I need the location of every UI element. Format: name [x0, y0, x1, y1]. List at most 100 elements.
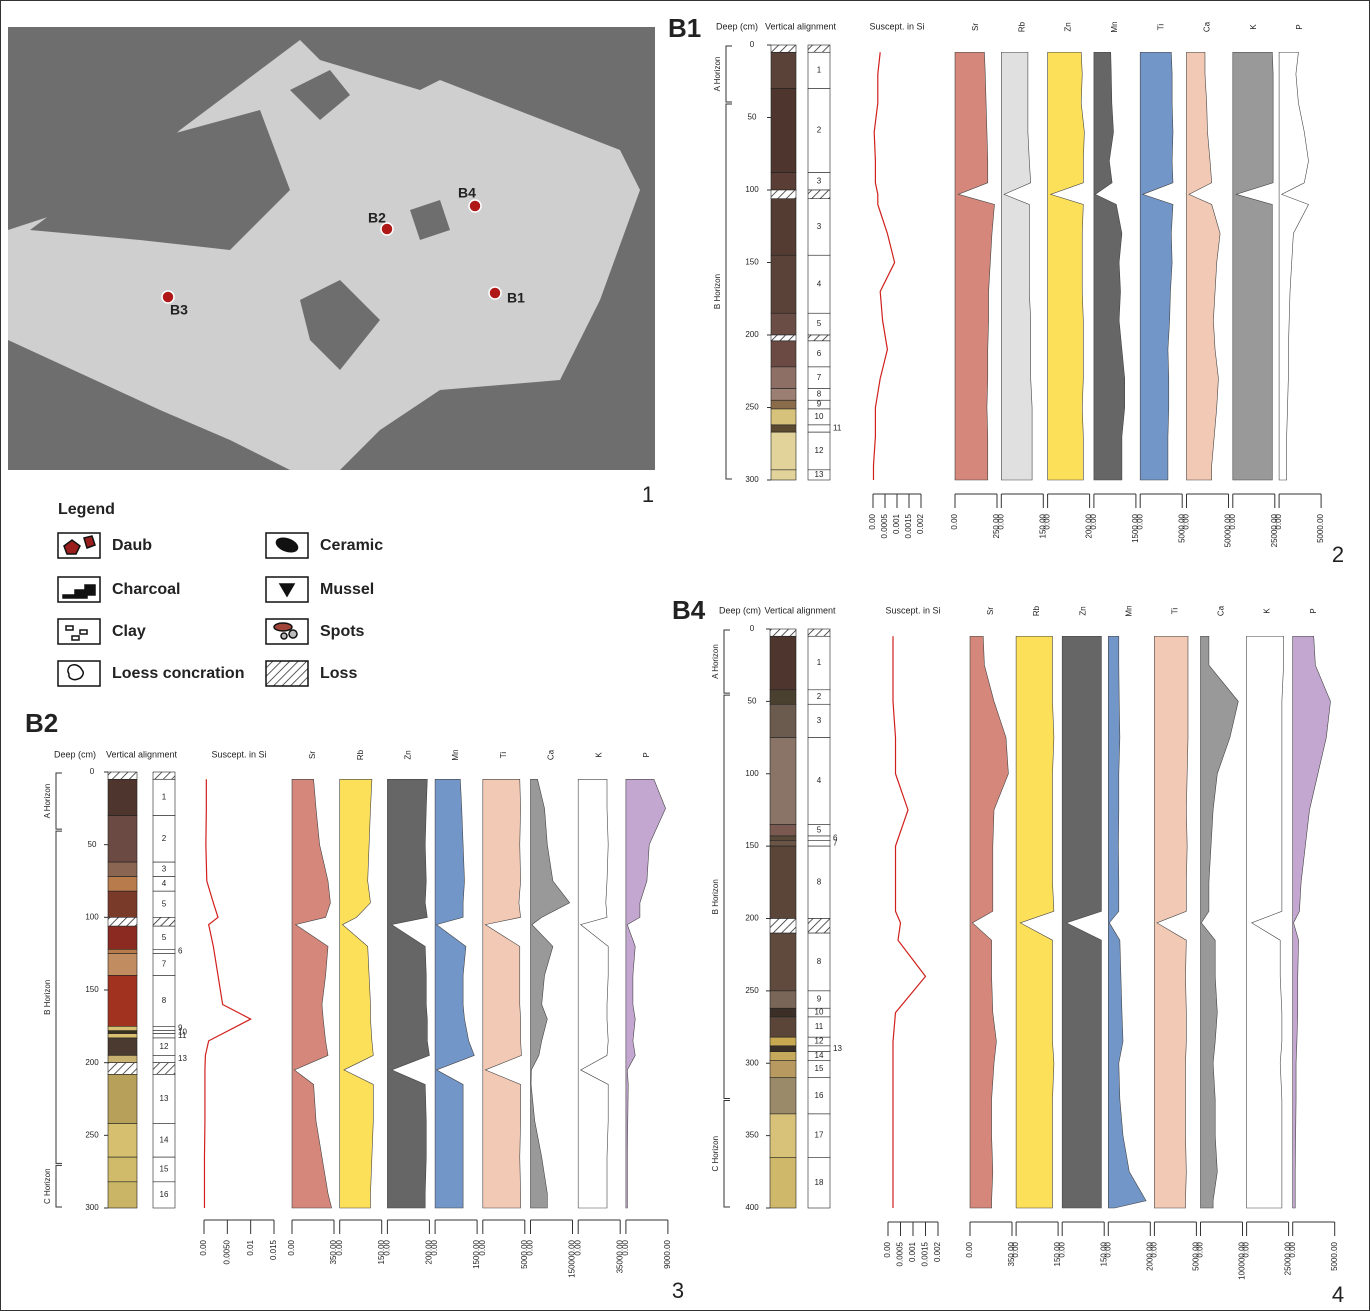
element-name: Rb [1017, 21, 1026, 32]
lithology-layer [771, 389, 796, 401]
unit-label: 3 [817, 176, 822, 185]
unit-box [153, 1055, 175, 1062]
panel-number: 1 [642, 482, 654, 507]
horizon-label: A Horizon [711, 644, 720, 679]
legend-item: Daub [112, 537, 152, 554]
loss-hatch [771, 190, 796, 199]
map-point-label: B1 [507, 290, 525, 306]
element-name: Mn [1124, 605, 1133, 616]
depth-tick-label: 200 [85, 1058, 99, 1067]
lithology-layer [771, 341, 796, 367]
element-name: K [594, 752, 603, 758]
unit-box [153, 1034, 175, 1038]
unit-label: 11 [815, 1022, 824, 1031]
unit-label: 1 [162, 793, 167, 802]
axis-tick-label: 0.00 [199, 1239, 208, 1255]
depth-tick-label: 200 [745, 914, 759, 923]
element-name: Ti [499, 752, 508, 759]
loss-hatch [808, 629, 830, 636]
lithology-layer [108, 1031, 137, 1034]
unit-label: 12 [815, 446, 824, 455]
element-name: K [1249, 24, 1258, 30]
depth-tick-label: 0 [90, 767, 95, 776]
legend-title: Legend [58, 501, 115, 518]
lithology-layer [108, 1038, 137, 1055]
element-name: Ti [1156, 24, 1165, 31]
lithology-layer [108, 1055, 137, 1062]
element-name: Mn [1110, 21, 1119, 32]
lithology-layer [771, 255, 796, 313]
lithology-layer [770, 1046, 796, 1052]
unit-label: 15 [160, 1165, 169, 1174]
unit-label: 12 [160, 1042, 169, 1051]
unit-label: 14 [160, 1136, 169, 1145]
element-name: K [1263, 608, 1272, 614]
element-name: Mn [451, 749, 460, 760]
legend-item: Ceramic [320, 537, 383, 554]
axis-tick-label: 0.00 [1057, 1241, 1066, 1257]
element-name: Ti [1171, 608, 1180, 615]
unit-label: 16 [160, 1190, 169, 1199]
unit-label: 17 [815, 1131, 824, 1140]
axis-tick-label: 0.00 [950, 513, 959, 529]
axis-tick-label: 0.001 [908, 1241, 917, 1262]
axis-tick-label: 0.00 [335, 1239, 344, 1255]
unit-label: 5 [162, 933, 167, 942]
unit-label: 16 [815, 1091, 824, 1100]
legend-item: Charcoal [112, 581, 180, 598]
unit-label: 6 [817, 349, 822, 358]
panel-number: 3 [672, 1278, 684, 1303]
loss-hatch [108, 917, 137, 926]
map-point [469, 200, 481, 212]
axis-tick-label: 0.00 [1103, 1241, 1112, 1257]
lithology-layer [108, 1074, 137, 1123]
lithology-layer [108, 816, 137, 863]
legend-item: Clay [112, 623, 146, 640]
unit-label: 8 [817, 957, 822, 966]
lithology-layer [108, 891, 137, 917]
lithology-layer [771, 199, 796, 256]
unit-label: 7 [162, 960, 167, 969]
axis-tick-label: 5000.00 [1330, 1241, 1339, 1270]
depth-tick-label: 0 [750, 624, 755, 633]
axis-tick-label: 0.00 [1043, 513, 1052, 529]
unit-label: 7 [817, 373, 822, 382]
unit-label: 13 [833, 1044, 842, 1053]
element-name: Zn [404, 750, 413, 759]
loss-hatch [153, 1063, 175, 1075]
depth-tick-label: 100 [85, 912, 99, 921]
lithology-layer [770, 1060, 796, 1077]
unit-label: 8 [162, 996, 167, 1005]
depth-tick-label: 250 [745, 403, 759, 412]
unit-label: 13 [160, 1094, 169, 1103]
axis-tick-label: 0.00 [526, 1239, 535, 1255]
axis-tick-label: 0.0015 [921, 1241, 930, 1266]
axis-tick-label: 0.00 [868, 513, 877, 529]
element-area [1048, 52, 1085, 480]
lithology-layer [771, 313, 796, 335]
depth-tick-label: 400 [745, 1203, 759, 1212]
profile-label: B4 [672, 595, 706, 625]
depth-tick-label: 250 [85, 1130, 99, 1139]
loss-hatch [153, 917, 175, 926]
lithology-layer [771, 367, 796, 389]
unit-label: 5 [162, 899, 167, 908]
lithology-layer [771, 425, 796, 432]
axis-tick-label: 0.002 [933, 1241, 942, 1262]
lithology-layer [770, 824, 796, 836]
depth-tick-label: 200 [745, 330, 759, 339]
loss-hatch [771, 335, 796, 341]
lithology-layer [108, 1182, 137, 1208]
unit-box [808, 425, 830, 432]
axis-tick-label: 0.00 [1150, 1241, 1159, 1257]
depth-tick-label: 150 [745, 258, 759, 267]
unit-label: 18 [815, 1178, 824, 1187]
axis-tick-label: 0.00 [1196, 1241, 1205, 1257]
lithology-layer [771, 52, 796, 88]
axis-tick-label: 0.00 [1011, 1241, 1020, 1257]
element-name: Ca [547, 749, 556, 760]
depth-label: Deep (cm) [716, 21, 758, 31]
lithology-layer [770, 933, 796, 991]
axis-tick-label: 0.00 [621, 1239, 630, 1255]
lithology-layer [770, 1078, 796, 1114]
